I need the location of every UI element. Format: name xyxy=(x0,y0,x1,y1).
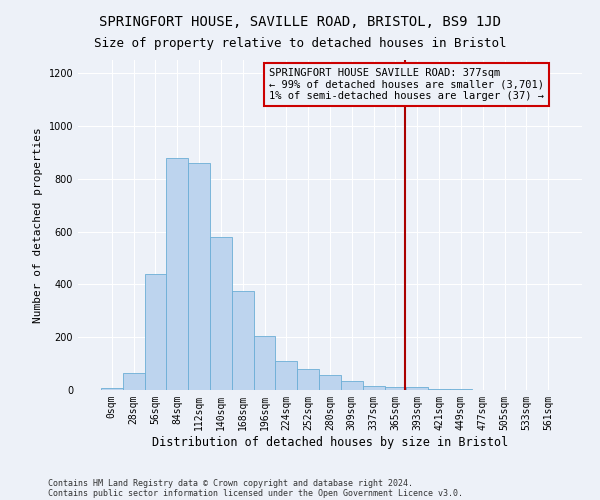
Bar xyxy=(319,376,341,390)
Bar xyxy=(145,274,166,390)
Bar xyxy=(210,237,232,390)
Bar xyxy=(428,388,450,390)
Bar xyxy=(297,369,319,390)
Bar xyxy=(275,361,297,390)
Text: Contains HM Land Registry data © Crown copyright and database right 2024.: Contains HM Land Registry data © Crown c… xyxy=(48,478,413,488)
Bar xyxy=(385,387,406,390)
Text: SPRINGFORT HOUSE, SAVILLE ROAD, BRISTOL, BS9 1JD: SPRINGFORT HOUSE, SAVILLE ROAD, BRISTOL,… xyxy=(99,15,501,29)
Bar xyxy=(101,388,123,390)
Y-axis label: Number of detached properties: Number of detached properties xyxy=(33,127,43,323)
Bar xyxy=(254,336,275,390)
Bar xyxy=(166,158,188,390)
Bar xyxy=(406,388,428,390)
X-axis label: Distribution of detached houses by size in Bristol: Distribution of detached houses by size … xyxy=(152,436,508,448)
Bar xyxy=(123,373,145,390)
Text: SPRINGFORT HOUSE SAVILLE ROAD: 377sqm
← 99% of detached houses are smaller (3,70: SPRINGFORT HOUSE SAVILLE ROAD: 377sqm ← … xyxy=(269,68,544,101)
Bar xyxy=(188,163,210,390)
Text: Size of property relative to detached houses in Bristol: Size of property relative to detached ho… xyxy=(94,38,506,51)
Bar xyxy=(341,381,363,390)
Bar xyxy=(232,291,254,390)
Bar xyxy=(363,386,385,390)
Text: Contains public sector information licensed under the Open Government Licence v3: Contains public sector information licen… xyxy=(48,488,463,498)
